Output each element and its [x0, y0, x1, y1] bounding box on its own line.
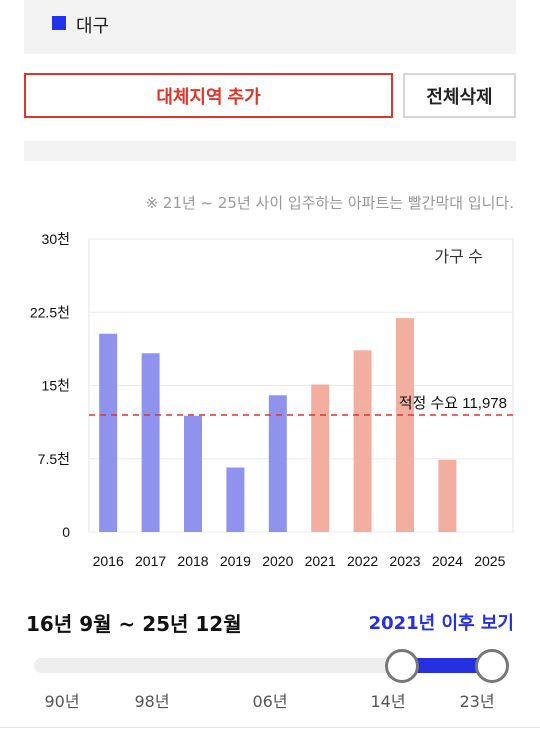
- legend-label: 가구 수: [434, 248, 483, 266]
- bottom-divider: [0, 727, 540, 728]
- bar-2019: [226, 467, 245, 532]
- region-name: 대구: [76, 16, 110, 37]
- bar-2022: [353, 350, 372, 532]
- period-slider-selected-range: [402, 658, 492, 673]
- slider-tick: 90년: [44, 692, 80, 711]
- x-tick-label: 2024: [432, 553, 463, 569]
- slider-handle-start[interactable]: [385, 649, 419, 683]
- divider-panel: [24, 141, 516, 161]
- y-tick-label: 22.5천: [30, 304, 70, 320]
- slider-tick: 14년: [370, 692, 406, 711]
- bar-2016: [99, 333, 118, 532]
- y-tick-label: 30천: [42, 231, 70, 247]
- y-tick-label: 7.5천: [38, 451, 70, 467]
- y-tick-label: 0: [62, 524, 70, 540]
- chart-note: ※ 21년 ~ 25년 사이 입주하는 아파트는 빨간막대 입니다.: [145, 194, 514, 212]
- since-2021-link[interactable]: 2021년 이후 보기: [368, 613, 514, 634]
- x-tick-label: 2025: [474, 553, 505, 569]
- x-tick-label: 2019: [220, 553, 251, 569]
- bar-2020: [268, 395, 287, 532]
- region-color-swatch: [52, 16, 66, 30]
- slider-tick: 23년: [459, 692, 495, 711]
- bar-2021: [311, 384, 330, 532]
- bar-2024: [438, 459, 457, 532]
- x-tick-label: 2020: [262, 553, 293, 569]
- delete-all-button[interactable]: 전체삭제: [403, 73, 516, 118]
- reference-label: 적정 수요 11,978: [399, 395, 507, 412]
- slider-handle-end[interactable]: [475, 649, 509, 683]
- period-slider-track[interactable]: [34, 658, 500, 673]
- x-tick-label: 2018: [177, 553, 208, 569]
- bar-2023: [396, 318, 414, 532]
- bar-2018: [184, 415, 202, 532]
- slider-tick: 06년: [252, 692, 288, 711]
- period-range-label: 16년 9월 ~ 25년 12월: [26, 612, 242, 636]
- y-tick-label: 15천: [42, 378, 70, 394]
- slider-tick: 98년: [134, 692, 170, 711]
- region-panel: 대구: [24, 0, 516, 54]
- add-alternative-region-button[interactable]: 대체지역 추가: [24, 73, 393, 118]
- x-tick-label: 2016: [93, 553, 124, 569]
- household-bar-chart: 0 7.5천 15천 22.5천 30천 2016 2017 2018 2019 2020 202…: [30, 231, 514, 569]
- x-tick-label: 2021: [305, 553, 336, 569]
- bar-2017: [141, 353, 160, 532]
- x-tick-label: 2023: [389, 553, 420, 569]
- x-tick-label: 2022: [347, 553, 378, 569]
- x-tick-label: 2017: [135, 553, 166, 569]
